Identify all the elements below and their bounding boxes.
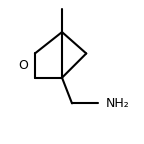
Text: O: O (18, 59, 28, 72)
Text: NH₂: NH₂ (106, 97, 129, 110)
